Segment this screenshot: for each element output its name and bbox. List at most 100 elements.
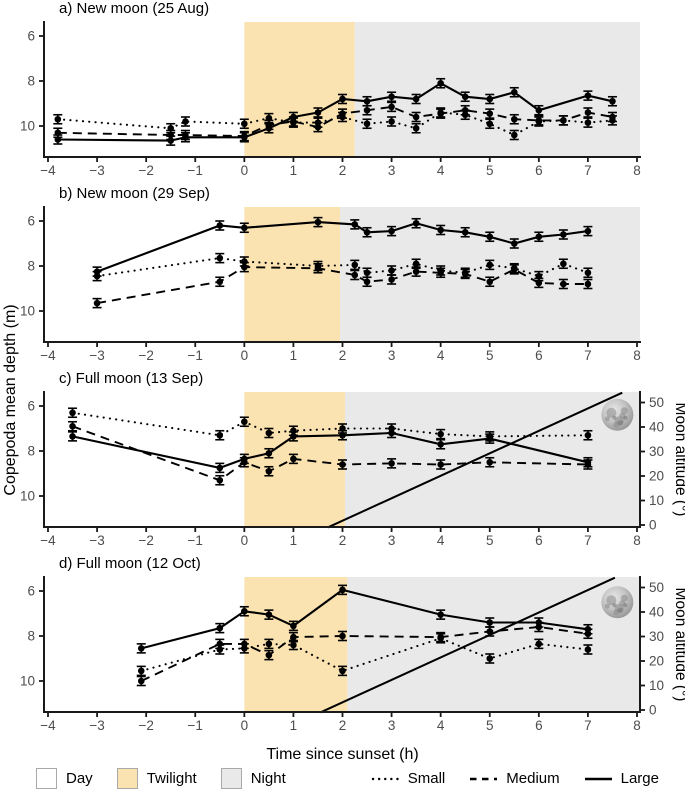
x-tick-label: 2 — [339, 163, 347, 178]
data-point — [437, 269, 444, 277]
y-axis-depth: 6 8 10 — [20, 21, 45, 158]
data-point — [437, 226, 444, 234]
series-line-large — [72, 431, 589, 469]
x-axis: −4 −3 −2 −1 0 1 2 3 4 5 6 7 8 — [40, 156, 641, 178]
data-point — [363, 97, 371, 105]
legend-item-night: Night — [220, 768, 286, 789]
y-axis-depth: 6 8 10 — [20, 391, 45, 528]
y-tick-label: 6 — [27, 399, 35, 414]
data-point — [584, 109, 592, 116]
data-point — [584, 269, 592, 277]
alt-tick-label: 0 — [649, 518, 657, 533]
x-tick-label: 8 — [633, 718, 641, 733]
legend-item-small: Small — [371, 770, 446, 787]
data-point — [265, 449, 273, 457]
data-point — [437, 79, 444, 87]
moon-altitude-line — [319, 576, 616, 714]
data-point — [314, 264, 322, 272]
y-axis-moon: 0 10 20 30 40 50 Moon altitude (°) — [639, 576, 685, 718]
data-point — [216, 476, 224, 484]
data-point — [363, 269, 371, 277]
series-points-large — [54, 79, 616, 144]
data-point — [290, 633, 297, 641]
data-point — [486, 619, 494, 626]
alt-tick-label: 30 — [649, 629, 664, 644]
data-point — [584, 92, 592, 99]
panel-a: 6 8 10 −4 −3 −2 −1 0 1 2 3 4 5 6 7 8 a) New moon (25 Aug… — [20, 0, 641, 178]
legend-label-small: Small — [407, 770, 446, 787]
series-points-large — [93, 218, 592, 275]
panel-b: 6 8 10 −4 −3 −2 −1 0 1 2 3 4 5 6 7 8 b) New moon (29 Sep… — [20, 185, 641, 363]
data-point — [560, 260, 567, 268]
alt-tick-label: 10 — [649, 678, 664, 693]
data-point — [314, 109, 322, 116]
data-point — [241, 224, 248, 232]
data-point — [437, 633, 444, 641]
data-point — [486, 233, 494, 241]
data-point — [609, 113, 616, 121]
series-points-large — [137, 586, 592, 652]
data-point — [388, 227, 395, 235]
x-tick-label: −3 — [89, 533, 104, 548]
x-tick-label: 5 — [486, 718, 494, 733]
night-region — [347, 577, 640, 712]
data-point — [486, 261, 494, 269]
data-point — [461, 270, 469, 278]
night-swatch — [220, 768, 242, 789]
twilight-swatch — [116, 768, 138, 789]
data-point — [265, 611, 273, 618]
y-axis-moon: 0 10 20 30 40 50 Moon altitude (°) — [639, 391, 685, 533]
data-point — [69, 422, 76, 430]
data-point — [339, 95, 346, 103]
day-swatch — [36, 768, 57, 789]
data-point — [314, 123, 322, 131]
data-point — [535, 106, 543, 114]
data-point — [510, 88, 518, 96]
figure-legend: Day Twilight Night Small Medium Lar — [0, 766, 685, 789]
data-point — [339, 667, 346, 675]
data-point — [486, 120, 494, 128]
data-point — [388, 118, 395, 125]
x-tick-label: 3 — [388, 718, 396, 733]
y-tick-label: 8 — [27, 444, 35, 459]
alt-tick-label: 20 — [649, 469, 664, 484]
data-point — [351, 261, 359, 269]
data-point — [216, 431, 224, 439]
x-tick-label: 4 — [437, 348, 445, 363]
x-tick-label: 5 — [486, 163, 494, 178]
x-axis-title: Time since sunset (h) — [266, 746, 419, 763]
data-point — [560, 117, 567, 124]
x-tick-label: 2 — [339, 348, 347, 363]
dashed-line-icon — [470, 777, 498, 780]
data-point — [363, 120, 371, 128]
x-axis: −4 −3 −2 −1 0 1 2 3 4 5 6 7 8 — [40, 711, 641, 733]
data-point — [388, 267, 395, 274]
data-point — [69, 409, 76, 417]
data-point — [510, 131, 518, 139]
legend-item-medium: Medium — [469, 770, 560, 787]
data-point — [265, 651, 273, 659]
x-tick-label: 4 — [437, 718, 445, 733]
x-tick-label: −1 — [188, 718, 203, 733]
data-point — [437, 461, 444, 468]
data-point — [93, 268, 101, 275]
x-tick-label: 1 — [290, 348, 298, 363]
x-tick-label: 3 — [388, 533, 396, 548]
solid-line-icon — [584, 777, 612, 780]
data-point — [584, 431, 592, 439]
data-point — [339, 461, 346, 468]
data-point — [290, 455, 297, 463]
alt-tick-label: 50 — [649, 580, 664, 595]
x-tick-label: 0 — [241, 718, 249, 733]
series-points-large — [69, 429, 592, 472]
data-point — [584, 119, 592, 126]
data-point — [137, 645, 145, 652]
data-point — [584, 646, 592, 653]
y-axis-label-left: Copepoda mean depth (m) — [2, 304, 19, 495]
data-point — [241, 120, 248, 128]
x-tick-label: 8 — [633, 348, 641, 363]
alt-tick-label: 40 — [649, 420, 664, 435]
night-region — [340, 207, 640, 342]
x-tick-label: 0 — [241, 348, 249, 363]
data-point — [412, 260, 420, 268]
